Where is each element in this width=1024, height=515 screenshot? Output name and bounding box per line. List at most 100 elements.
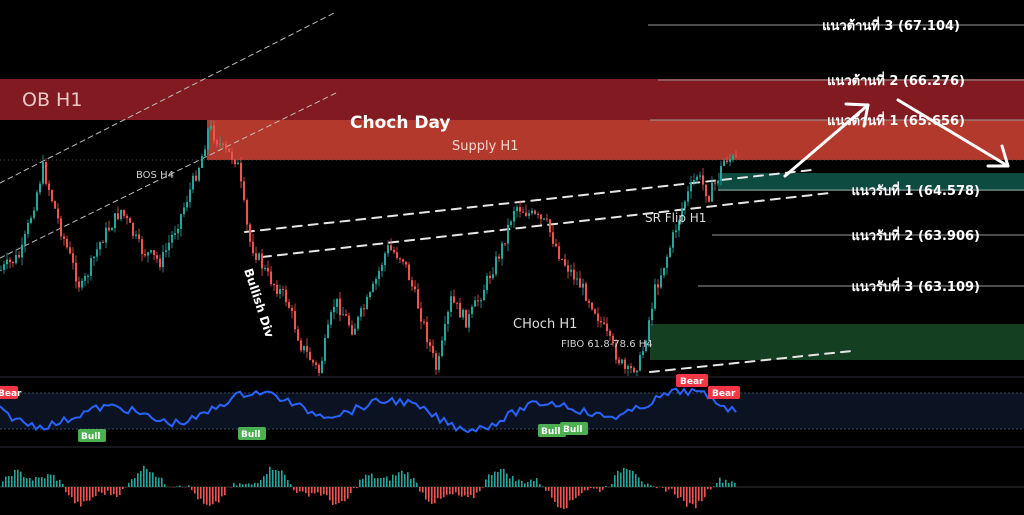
support-zone: [718, 173, 1024, 191]
candle-body-123: [369, 291, 371, 298]
histogram-bar-35: [107, 487, 109, 491]
histogram-bar-155: [467, 487, 469, 497]
histogram-bar-53: [161, 477, 163, 487]
histogram-bar-163: [491, 475, 493, 487]
candle-body-150: [450, 296, 452, 312]
candle-body-57: [171, 234, 173, 243]
histogram-bar-134: [404, 474, 406, 487]
candle-body-157: [471, 306, 473, 315]
candle-body-34: [102, 242, 104, 244]
demand-zone: [650, 324, 1024, 360]
candle-body-111: [333, 306, 335, 313]
candle-body-141: [423, 321, 425, 323]
candle-body-129: [387, 245, 389, 254]
histogram-bar-118: [356, 487, 358, 489]
lower-channel-line: [0, 91, 339, 259]
histogram-bar-144: [434, 487, 436, 504]
svg-text:Bull: Bull: [81, 432, 100, 442]
histogram-bar-0: [2, 481, 4, 487]
histogram-bar-63: [191, 487, 193, 491]
candle-body-45: [135, 234, 137, 236]
candle-body-124: [372, 283, 374, 292]
histogram-bar-153: [461, 487, 463, 497]
histogram-bar-20: [62, 483, 64, 487]
histogram-bar-86: [260, 479, 262, 487]
candle-body-200: [600, 320, 602, 323]
histogram-bar-34: [104, 487, 106, 495]
histogram-bar-2: [8, 476, 10, 487]
histogram-bar-104: [314, 487, 316, 494]
histogram-bar-223: [671, 487, 673, 489]
candle-body-102: [306, 345, 308, 352]
candle-body-68: [204, 149, 206, 157]
candle-body-44: [132, 222, 134, 236]
candle-body-140: [420, 308, 422, 322]
histogram-bar-172: [518, 479, 520, 487]
candle-body-110: [330, 312, 332, 325]
histogram-bar-169: [509, 478, 511, 487]
histogram-bar-131: [395, 475, 397, 487]
svg-text:Bear: Bear: [0, 389, 22, 399]
support-2-label: แนวรับที่ 2 (63.906): [851, 226, 980, 244]
candle-body-7: [21, 244, 23, 258]
histogram-bar-154: [464, 487, 466, 496]
histogram-bar-124: [374, 478, 376, 487]
candle-body-39: [117, 213, 119, 220]
candle-body-88: [264, 267, 266, 269]
candle-body-130: [390, 245, 392, 250]
histogram-bar-129: [389, 480, 391, 487]
candle-body-139: [417, 289, 419, 309]
candle-body-205: [615, 343, 617, 360]
candle-body-92: [276, 284, 278, 294]
candle-body-52: [156, 255, 158, 259]
histogram-bar-232: [698, 487, 700, 501]
candle-body-22: [66, 238, 68, 248]
histogram-bar-224: [674, 487, 676, 495]
candle-body-137: [411, 280, 413, 287]
candle-body-20: [60, 218, 62, 237]
candle-body-101: [303, 345, 305, 351]
histogram-bar-222: [668, 487, 670, 490]
histogram-bar-82: [248, 483, 250, 487]
histogram-bar-168: [506, 473, 508, 487]
histogram-bar-93: [281, 470, 283, 487]
histogram-bar-10: [32, 480, 34, 487]
down-arrow-line: [896, 98, 1010, 168]
histogram-bar-84: [254, 482, 256, 487]
histogram-bar-227: [683, 487, 685, 501]
resistance-1-label: แนวต้านที่ 1 (65.656): [827, 111, 965, 129]
histogram-bar-30: [92, 487, 94, 498]
histogram-bar-217: [653, 486, 655, 487]
ob-h1-zone: [0, 79, 1024, 120]
candle-body-180: [540, 214, 542, 220]
histogram-bar-210: [632, 470, 634, 487]
histogram-bar-146: [440, 487, 442, 499]
histogram-bar-78: [236, 485, 238, 487]
histogram-bar-46: [140, 471, 142, 487]
histogram-bar-182: [548, 487, 550, 491]
histogram-series: [2, 465, 736, 510]
candle-body-134: [402, 259, 404, 262]
candle-body-28: [84, 276, 86, 281]
osc-tag-bull-4: Bull: [560, 422, 588, 435]
histogram-bar-59: [179, 485, 181, 487]
candle-body-155: [465, 309, 467, 328]
candle-body-166: [498, 256, 500, 259]
histogram-bar-136: [410, 478, 412, 487]
candle-body-148: [444, 323, 446, 341]
histogram-bar-152: [458, 487, 460, 496]
candle-body-232: [696, 176, 698, 181]
histogram-bar-108: [326, 487, 328, 496]
histogram-bar-208: [626, 468, 628, 487]
trendlines: [0, 11, 853, 373]
candle-body-128: [384, 253, 386, 266]
candle-body-116: [348, 315, 350, 326]
candle-body-223: [669, 247, 671, 257]
candle-body-76: [228, 148, 230, 152]
candle-body-43: [129, 218, 131, 223]
histogram-bar-23: [71, 487, 73, 498]
histogram-bar-225: [677, 487, 679, 499]
candle-body-99: [297, 329, 299, 341]
resistance-2-label: แนวต้านที่ 2 (66.276): [827, 71, 965, 89]
